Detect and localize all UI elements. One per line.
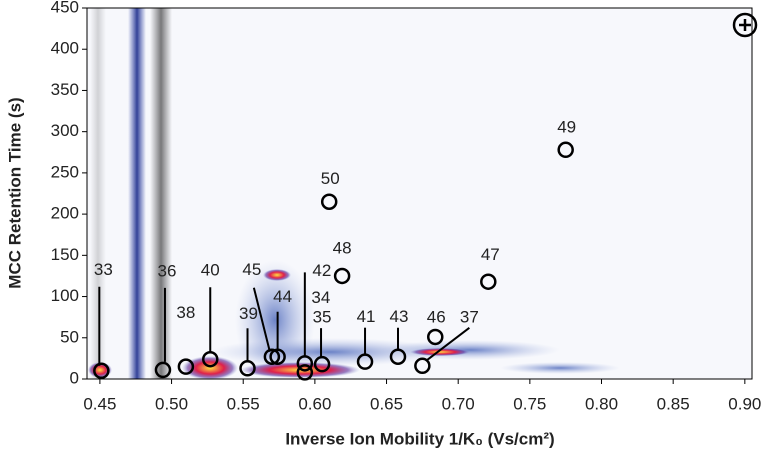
point bbox=[333, 267, 351, 285]
point bbox=[269, 348, 286, 365]
y-tick-label: 200 bbox=[51, 204, 79, 223]
point-label: 45 bbox=[242, 260, 261, 279]
point bbox=[313, 355, 331, 373]
point bbox=[389, 348, 407, 365]
y-tick-label: 350 bbox=[51, 80, 79, 99]
x-tick-label: 0.90 bbox=[728, 394, 761, 413]
x-tick-label: 0.80 bbox=[585, 394, 618, 413]
x-tick-label: 0.55 bbox=[227, 394, 260, 413]
x-tick-label: 0.50 bbox=[155, 394, 188, 413]
y-axis-title: MCC Retention Time (s) bbox=[5, 97, 24, 288]
point bbox=[320, 193, 338, 210]
point-label: 40 bbox=[201, 261, 220, 280]
point-label: 44 bbox=[273, 287, 292, 306]
point bbox=[296, 364, 314, 381]
x-tick-label: 0.70 bbox=[442, 394, 475, 413]
x-tick-label: 0.75 bbox=[513, 394, 546, 413]
zoom-icon bbox=[732, 12, 758, 38]
x-tick-label: 0.60 bbox=[298, 394, 331, 413]
point bbox=[296, 355, 314, 372]
point-label: 47 bbox=[481, 245, 500, 264]
point bbox=[427, 328, 444, 346]
y-tick-label: 50 bbox=[60, 327, 79, 346]
y-tick-label: 450 bbox=[51, 0, 79, 16]
point bbox=[93, 362, 110, 380]
point bbox=[263, 348, 281, 365]
point bbox=[557, 141, 574, 159]
point-label: 48 bbox=[333, 238, 352, 257]
y-tick-label: 250 bbox=[51, 162, 79, 181]
point-label: 41 bbox=[357, 307, 376, 326]
x-axis-title: Inverse Ion Mobility 1/K₀ (Vs/cm²) bbox=[285, 429, 554, 448]
point bbox=[202, 350, 219, 368]
x-tick-label: 0.85 bbox=[657, 394, 690, 413]
x-tick-label: 0.45 bbox=[83, 394, 116, 413]
point-label: 35 bbox=[313, 308, 332, 327]
point-label: 46 bbox=[427, 307, 446, 326]
point bbox=[239, 360, 256, 377]
point-label: 50 bbox=[321, 169, 340, 188]
point bbox=[480, 273, 497, 290]
leader-line bbox=[426, 327, 470, 361]
y-tick-label: 300 bbox=[51, 121, 79, 140]
point bbox=[177, 358, 195, 375]
point-label: 42 bbox=[312, 261, 331, 280]
leader-line bbox=[252, 287, 271, 352]
plot-frame bbox=[86, 7, 753, 380]
point-label: 49 bbox=[557, 117, 576, 136]
x-tick-label: 0.65 bbox=[370, 394, 403, 413]
point-label: 33 bbox=[94, 260, 113, 279]
point-label: 36 bbox=[157, 261, 176, 280]
y-tick-label: 100 bbox=[51, 286, 79, 305]
point bbox=[414, 357, 431, 375]
point bbox=[154, 361, 172, 379]
y-tick-label: 0 bbox=[70, 368, 79, 387]
y-tick-label: 150 bbox=[51, 245, 79, 264]
point-label: 34 bbox=[311, 288, 330, 307]
point-label: 39 bbox=[239, 304, 258, 323]
y-tick-label: 400 bbox=[51, 39, 79, 58]
point-label: 43 bbox=[390, 307, 409, 326]
point bbox=[356, 353, 374, 370]
heatmap-background bbox=[87, 8, 752, 380]
point-label: 37 bbox=[460, 307, 479, 326]
point-label: 38 bbox=[176, 303, 195, 322]
